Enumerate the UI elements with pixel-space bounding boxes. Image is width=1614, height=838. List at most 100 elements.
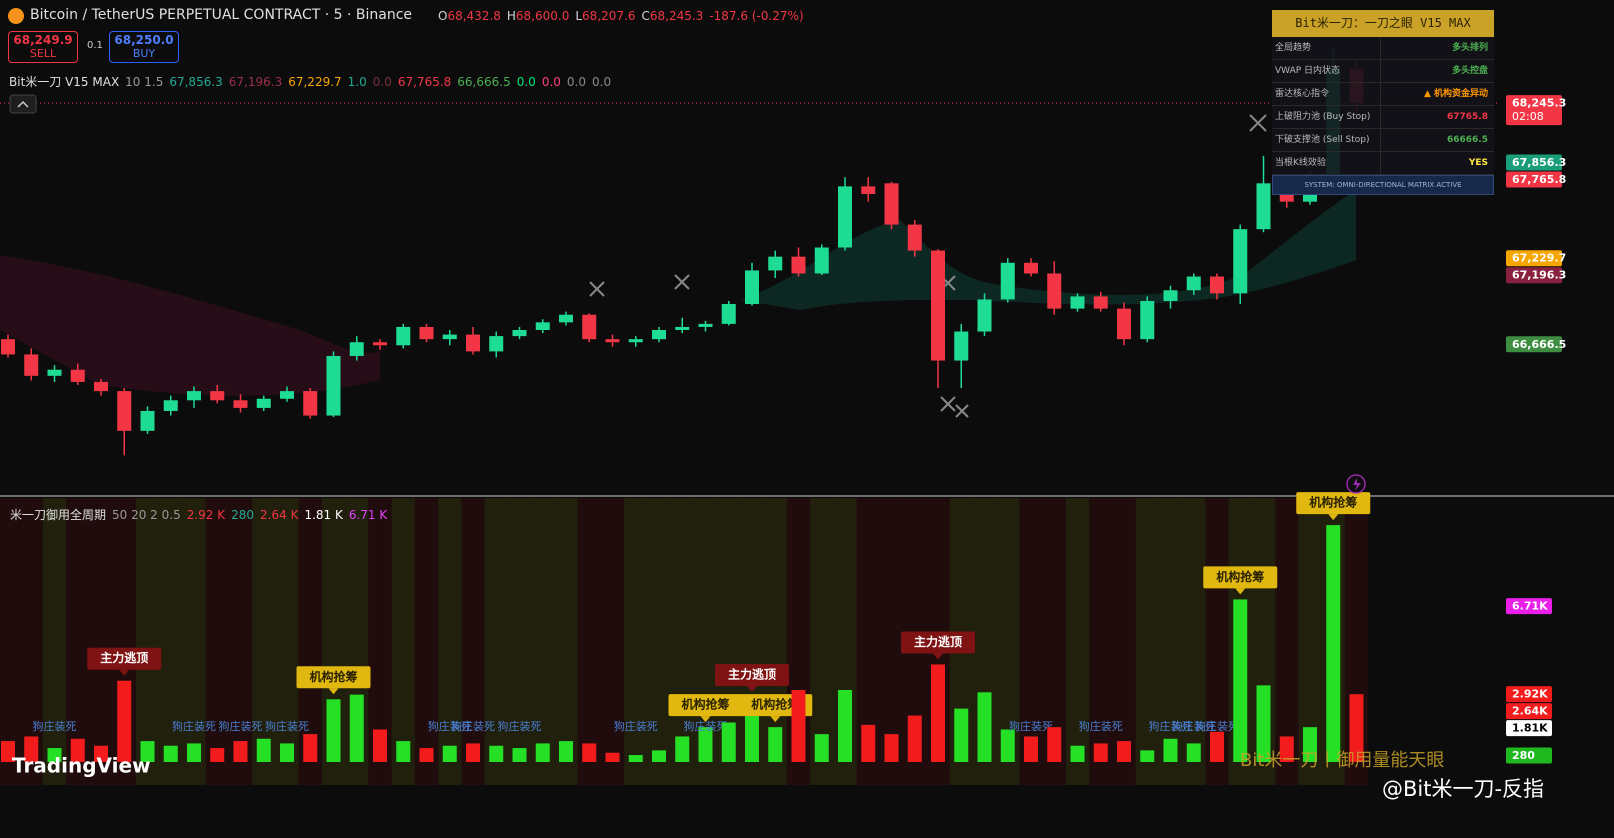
volume-bar — [349, 694, 364, 762]
indicator-value: 1.0 — [347, 74, 367, 89]
signal-label: 主力逃顶 — [728, 666, 776, 681]
symbol-title: Bitcoin / TetherUS PERPETUAL CONTRACT · … — [30, 7, 413, 23]
bg-band — [275, 498, 299, 785]
volume-bar — [233, 741, 248, 762]
alert-icon-bolt — [1353, 478, 1361, 491]
buy-button[interactable]: 68,250.0 BUY — [109, 31, 179, 63]
cloud-bull — [740, 190, 1356, 310]
bg-band — [438, 498, 462, 785]
candle-body — [280, 391, 294, 399]
volume-bar — [838, 689, 852, 762]
volume-bar — [1303, 727, 1317, 762]
volume-bar — [373, 729, 387, 762]
volume-bar — [582, 743, 597, 762]
volume-bar — [605, 752, 620, 762]
bg-band — [42, 498, 67, 785]
signal-box — [296, 666, 371, 689]
volume-axis-label: 2.64K — [1512, 705, 1548, 718]
volume-bar — [512, 748, 527, 762]
volume-bar — [1047, 727, 1062, 762]
volume-bar — [419, 748, 434, 762]
indicator-value: 66,666.5 — [457, 74, 511, 89]
price-label: 67,856.3 — [1512, 156, 1566, 169]
bg-band — [879, 498, 904, 785]
volume-bar — [187, 743, 201, 762]
volume-bar — [210, 748, 225, 762]
volume-bar — [1070, 745, 1085, 762]
cross-marker — [589, 281, 605, 297]
volume-bar — [1140, 750, 1155, 762]
bg-band — [252, 498, 276, 785]
watermark-tradingview: TradingView — [12, 754, 151, 778]
indicator-params: 10 1.5 — [125, 74, 164, 89]
volume-bar — [280, 743, 294, 762]
volume-bar — [1210, 731, 1224, 762]
volume-bar — [628, 755, 643, 762]
candle-body — [466, 334, 480, 352]
price-label: 67,196.3 — [1512, 269, 1566, 282]
ohlc-key: C — [641, 9, 650, 23]
ohlc-item: L 68,207.6 — [575, 9, 635, 23]
candle-body — [1117, 308, 1131, 340]
volume-legend-value: 6.71 K — [348, 507, 388, 522]
cross-marker — [955, 404, 969, 418]
bg-band — [1158, 498, 1183, 785]
candle-body — [373, 342, 387, 346]
indicator-value: 0.0 — [566, 74, 586, 89]
candle-body — [535, 322, 550, 330]
candle-body — [47, 369, 62, 376]
panel-row: 当根K线效验 YES — [1272, 152, 1494, 175]
ohlc-value: 68,600.0 — [515, 9, 570, 23]
price-label-bg — [1506, 95, 1562, 126]
bg-band — [1112, 498, 1136, 785]
cross-marker — [1249, 114, 1267, 132]
ohlc-key: L — [575, 9, 583, 23]
candle-body — [349, 342, 364, 356]
volume-bar — [698, 727, 713, 762]
panel-title: Bit米一刀：一刀之眼 V15 MAX — [1272, 10, 1494, 37]
volume-bar — [721, 722, 736, 762]
indicator-value: 67,196.3 — [228, 74, 283, 89]
volume-bar — [559, 741, 573, 762]
panel-row-label: 当根K线效验 — [1275, 158, 1326, 168]
volume-bar — [117, 680, 132, 762]
sell-button[interactable]: 68,249.9 SELL — [8, 31, 78, 63]
signal-box — [901, 631, 975, 654]
bg-band — [554, 498, 578, 785]
candle-body — [884, 183, 899, 225]
ohlc-item: C 68,245.3 — [641, 9, 703, 23]
volume-axis-label: 2.92K — [1512, 688, 1548, 701]
volume-bar — [94, 745, 108, 762]
ohlc-change: -187.6 (-0.27%) — [709, 9, 804, 23]
bg-band — [298, 498, 322, 785]
volume-legend-value: 2.92 K — [186, 507, 226, 522]
weak-signal: 狗庄装死 — [1172, 719, 1216, 733]
signal-pointer — [328, 688, 339, 695]
candle-body — [1163, 290, 1178, 301]
candle-body — [140, 410, 155, 431]
candle-body — [512, 330, 527, 337]
bg-band — [507, 498, 532, 785]
bg-band — [159, 498, 183, 785]
signal-label: 机构抢筹 — [1309, 495, 1357, 510]
candle-body — [187, 391, 201, 401]
collapse-button[interactable] — [9, 94, 37, 114]
alert-icon[interactable] — [1346, 474, 1366, 494]
cross-marker — [940, 396, 956, 412]
candle-body — [326, 355, 341, 416]
price-label: 67,229.7 — [1512, 252, 1566, 265]
ohlc-item: O 68,432.8 — [438, 9, 501, 23]
bg-band — [484, 498, 508, 785]
volume-bar — [1024, 736, 1038, 762]
volume-params: 50 20 2 0.5 — [112, 507, 181, 522]
volume-bar — [1093, 743, 1108, 762]
panel-row-label: 上破阻力池 (Buy Stop) — [1275, 112, 1371, 122]
panel-row: 雷达核心指令 ▲ 机构资金异动 — [1272, 83, 1494, 106]
volume-axis-label: 6.71K — [1512, 600, 1548, 613]
panel-row: 全局趋势 多头排列 — [1272, 37, 1494, 60]
weak-signal: 狗庄装死 — [1009, 719, 1053, 733]
volume-axis-label-bg — [1506, 703, 1552, 720]
indicator-value: 0.0 — [516, 74, 536, 89]
volume-bar — [954, 708, 969, 762]
